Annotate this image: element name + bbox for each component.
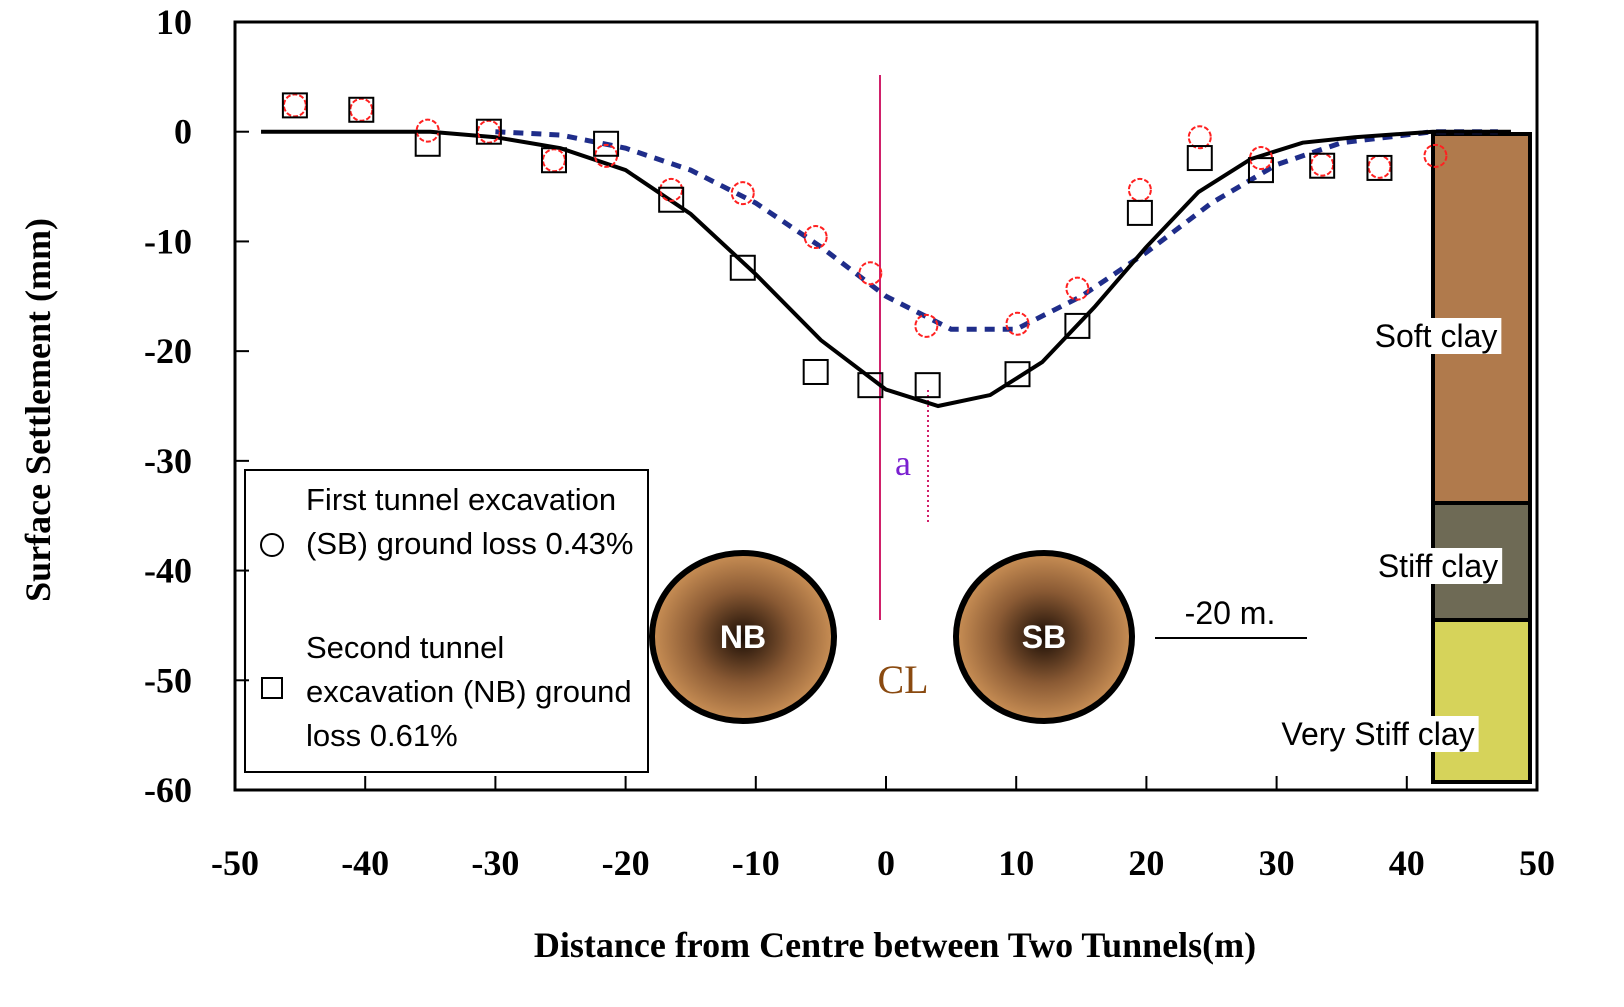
- data-point: [1186, 145, 1213, 172]
- legend-marker: [261, 677, 283, 699]
- data-point: [414, 130, 441, 157]
- y-tick-label: 10: [156, 2, 192, 42]
- data-point: [658, 186, 685, 213]
- data-point: [1005, 311, 1030, 336]
- x-tick-label: 20: [1128, 843, 1164, 883]
- data-point: [1247, 157, 1274, 184]
- data-point: [1310, 152, 1335, 177]
- fit-curve: [261, 129, 1511, 409]
- y-tick-label: 0: [174, 112, 192, 152]
- data-point: [802, 358, 829, 385]
- tunnel-nb: [649, 550, 837, 724]
- tunnel-sb: [953, 550, 1135, 724]
- data-point: [914, 313, 939, 338]
- y-tick-label: -40: [144, 551, 192, 591]
- data-point: [282, 93, 307, 118]
- data-point: [1423, 143, 1448, 168]
- data-point: [659, 177, 684, 202]
- data-point: [1309, 152, 1336, 179]
- data-point: [857, 372, 884, 399]
- data-point: [1187, 125, 1212, 150]
- y-tick-label: -60: [144, 770, 192, 810]
- y-tick-label: -20: [144, 331, 192, 371]
- tunnel-sb-label: SB: [1022, 619, 1066, 655]
- tunnel-nb-label: NB: [720, 619, 766, 655]
- x-axis-label: Distance from Centre between Two Tunnels…: [534, 925, 1256, 965]
- legend-box: [244, 469, 649, 773]
- data-point: [1367, 154, 1392, 179]
- centre-label: CL: [877, 657, 928, 702]
- data-point: [858, 261, 883, 286]
- soil-layer-label: Soft clay: [1375, 318, 1498, 354]
- data-point: [541, 148, 566, 173]
- offset-label: a: [895, 443, 911, 483]
- legend-entry: Second tunnel excavation (NB) ground los…: [306, 630, 632, 753]
- y-tick-label: -30: [144, 441, 192, 481]
- data-point: [348, 96, 375, 123]
- soil-column: [1431, 132, 1532, 784]
- y-tick-label: -50: [144, 660, 192, 700]
- x-tick-label: -30: [471, 843, 519, 883]
- fit-curve: [495, 129, 1498, 332]
- data-point: [1366, 154, 1393, 181]
- soil-layer-label: Very Stiff clay: [1281, 716, 1474, 752]
- data-point: [475, 118, 502, 145]
- x-tick-label: 40: [1389, 843, 1425, 883]
- y-axis-label: Surface Settlement (mm): [18, 218, 58, 602]
- data-point: [540, 147, 567, 174]
- x-tick-label: 30: [1259, 843, 1295, 883]
- data-point: [730, 181, 755, 206]
- x-tick-label: 0: [877, 843, 895, 883]
- data-point: [1126, 199, 1153, 226]
- soil-layer-label: Stiff clay: [1378, 548, 1498, 584]
- y-tick-label: -10: [144, 221, 192, 261]
- x-tick-label: -50: [211, 843, 259, 883]
- x-tick-label: -40: [341, 843, 389, 883]
- x-tick-label: -10: [732, 843, 780, 883]
- x-tick-label: 50: [1519, 843, 1555, 883]
- x-tick-label: 10: [998, 843, 1034, 883]
- soil-layer: [1431, 618, 1532, 784]
- data-point: [593, 130, 620, 157]
- data-point: [803, 225, 828, 250]
- data-point: [914, 372, 941, 399]
- data-point: [729, 254, 756, 281]
- soil-label-bg: [1277, 716, 1479, 752]
- legend-marker: [260, 533, 284, 557]
- data-point: [349, 97, 374, 122]
- legend-entry: First tunnel excavation (SB) ground loss…: [306, 482, 634, 561]
- data-point: [1004, 361, 1031, 388]
- data-point: [1064, 312, 1091, 339]
- data-point: [281, 92, 308, 119]
- x-tick-label: -20: [602, 843, 650, 883]
- data-point: [1127, 177, 1152, 202]
- depth-label: -20 m.: [1185, 595, 1276, 631]
- data-point: [415, 118, 440, 143]
- soil-label-bg: [1370, 318, 1502, 354]
- soil-label-bg: [1373, 548, 1503, 584]
- data-point: [1065, 276, 1090, 301]
